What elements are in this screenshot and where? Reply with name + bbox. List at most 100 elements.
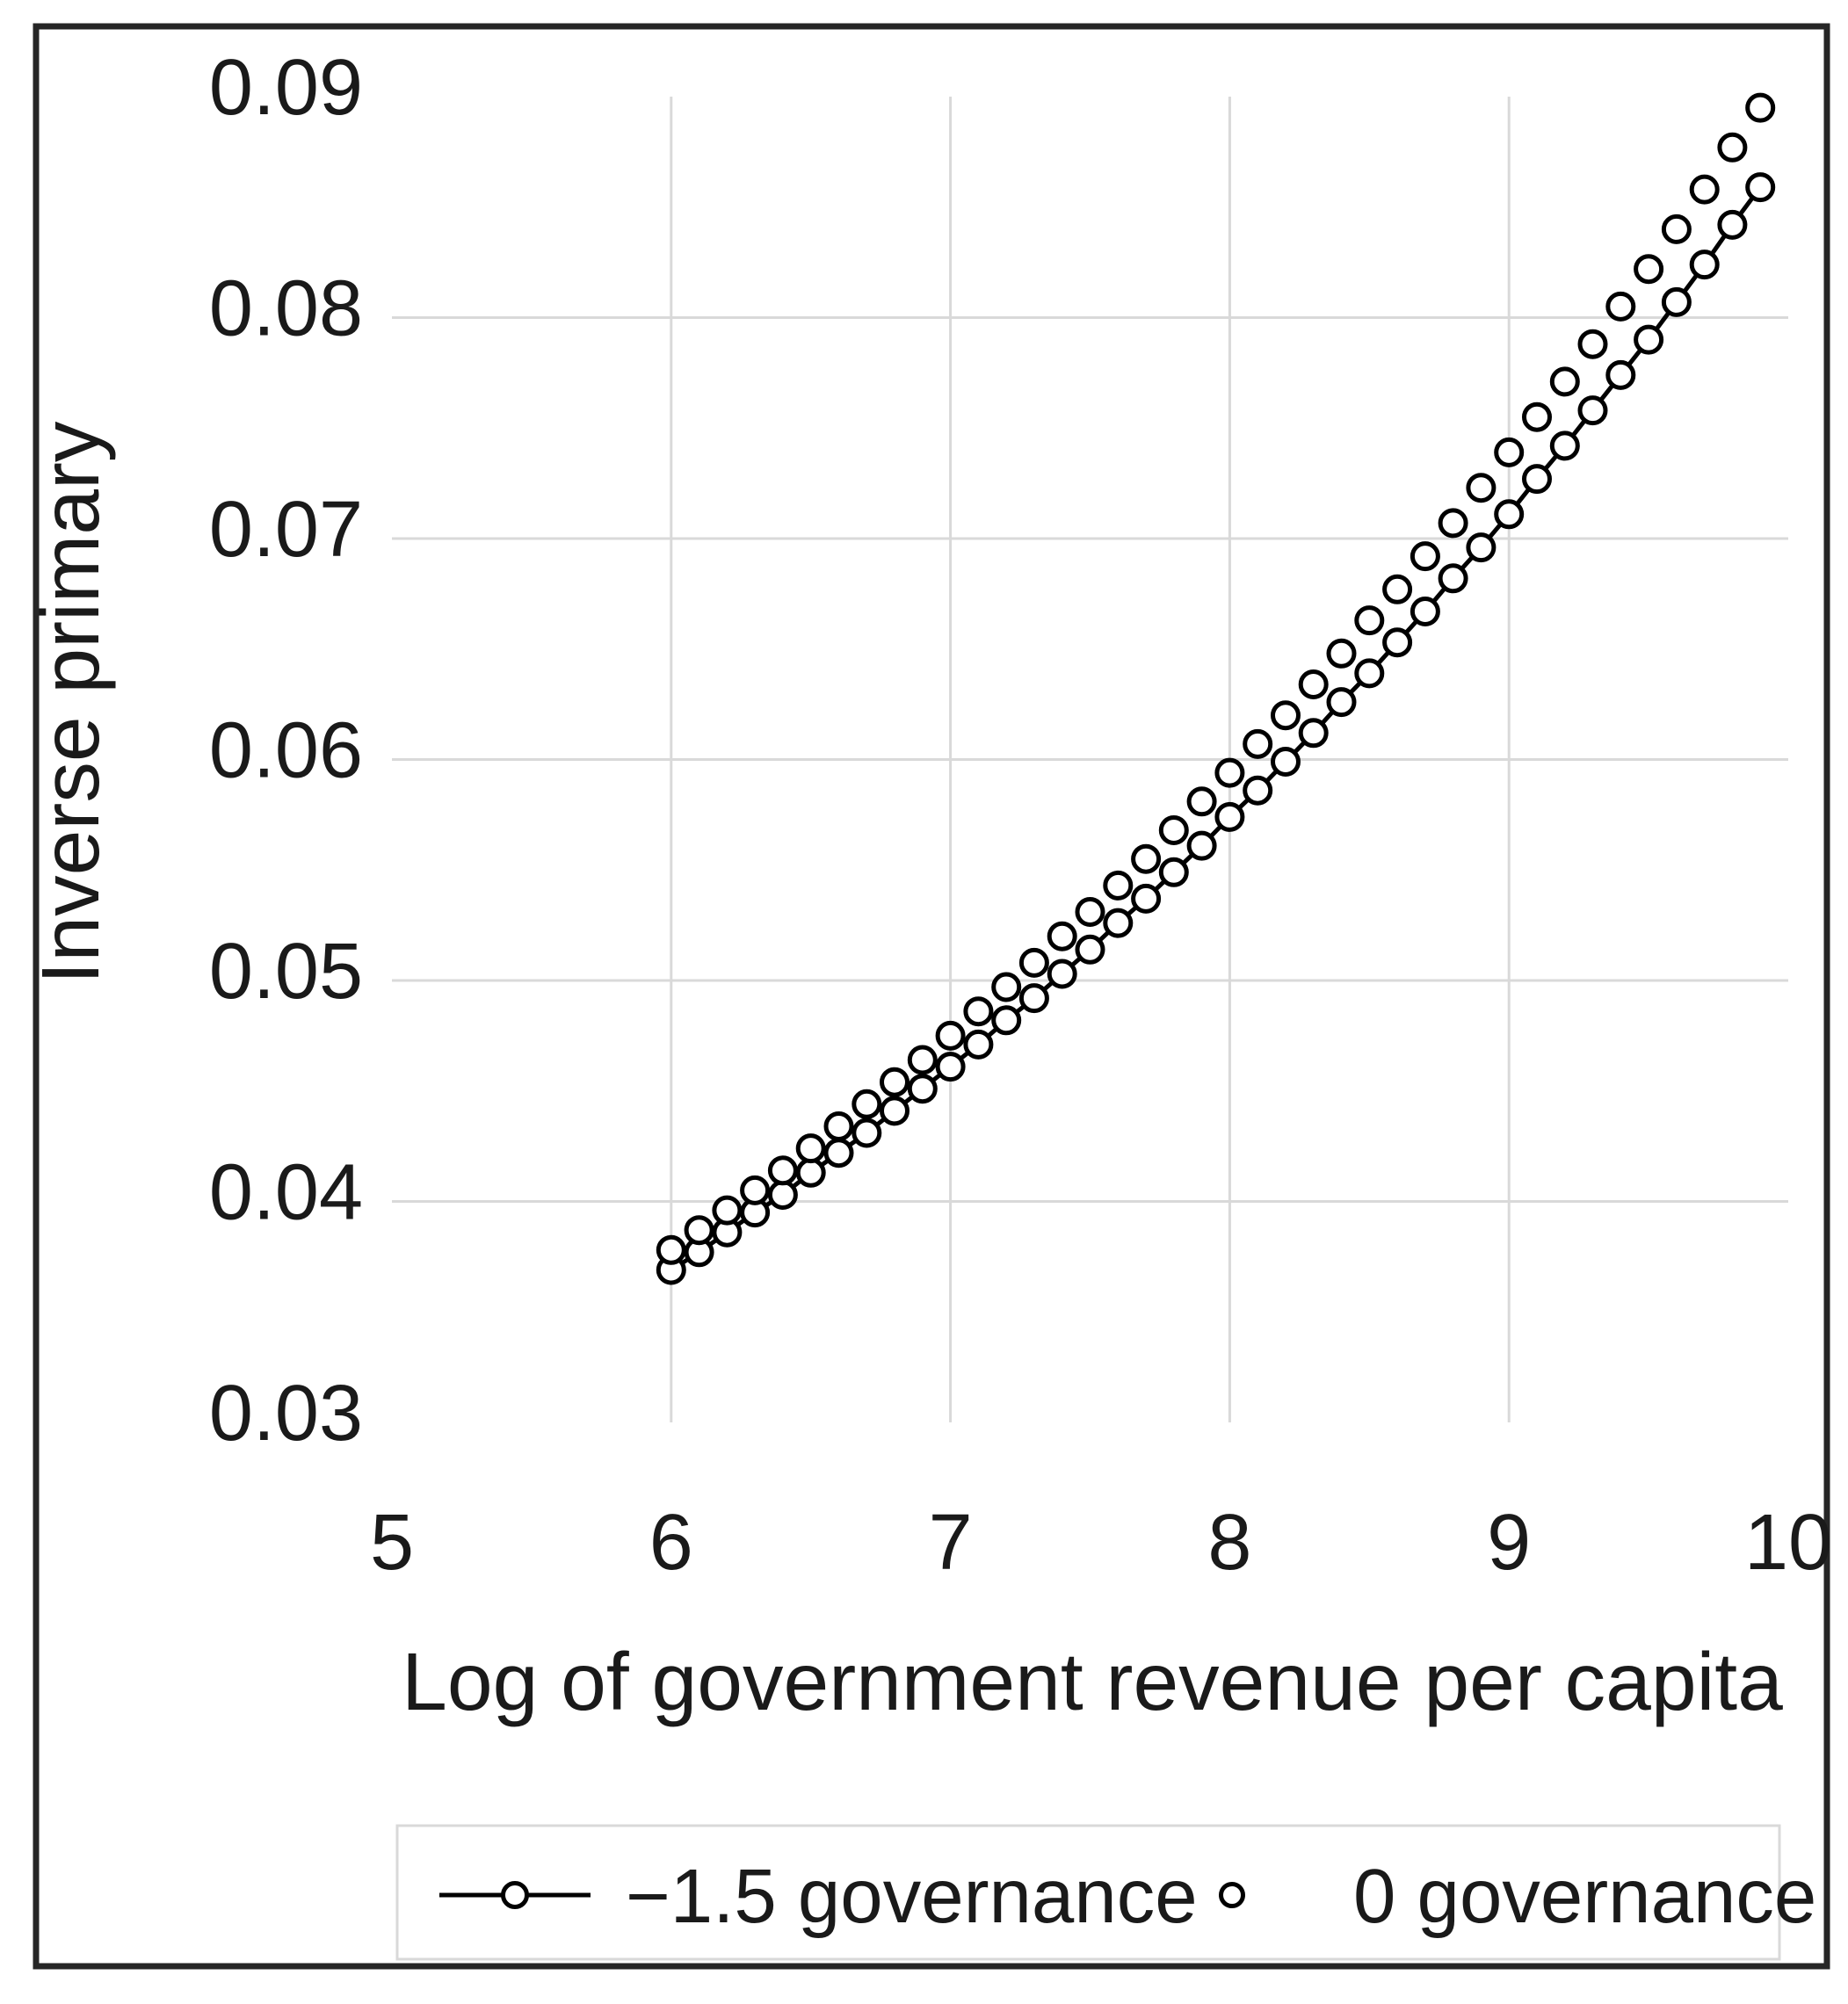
data-point-marker-0-governance [1661,213,1692,244]
data-point-marker-0-governance [880,1067,910,1097]
data-point-marker-minus15-governance [1271,747,1301,777]
data-point-marker-0-governance [1522,402,1552,432]
data-point-marker-minus15-governance [1075,934,1105,965]
y-tick-label: 0.04 [209,1149,363,1237]
data-point-marker-minus15-governance [823,1138,854,1168]
data-point-marker-0-governance [1018,947,1049,978]
data-point-marker-0-governance [656,1234,686,1265]
y-tick-label: 0.07 [209,486,363,574]
legend-box [395,1824,1781,1961]
data-point-marker-minus15-governance [1382,627,1413,658]
data-point-marker-0-governance [767,1155,798,1186]
data-point-marker-minus15-governance [963,1029,994,1060]
data-point-marker-minus15-governance [1214,801,1245,832]
legend: −1.5 governance 0 governance [395,1824,1816,1961]
data-point-marker-minus15-governance [991,1005,1022,1036]
data-point-marker-0-governance [852,1089,882,1119]
data-series [656,92,1776,1285]
y-tick-label: 0.06 [209,707,363,795]
data-point-marker-minus15-governance [1243,775,1273,806]
data-point-marker-minus15-governance [935,1052,966,1082]
data-point-marker-0-governance [1577,329,1608,359]
data-point-marker-0-governance [1354,605,1385,636]
data-point-marker-0-governance [1382,574,1413,604]
data-point-marker-0-governance [795,1133,826,1164]
x-tick-label: 8 [1207,1499,1251,1587]
series-line-minus15-governance [670,185,1763,1272]
data-point-marker-minus15-governance [1549,430,1580,461]
data-point-marker-0-governance [1075,897,1105,927]
data-point-marker-minus15-governance [907,1074,938,1104]
data-point-marker-minus15-governance [1047,959,1077,989]
data-point-marker-minus15-governance [1298,718,1329,749]
data-point-marker-0-governance [1243,728,1273,759]
data-point-marker-minus15-governance [1661,286,1692,317]
data-point-marker-minus15-governance [767,1180,798,1210]
chart-border [33,23,1830,1970]
data-point-marker-0-governance [1494,437,1525,467]
data-point-marker-minus15-governance [1689,250,1720,280]
data-point-marker-0-governance [712,1195,743,1226]
data-point-marker-0-governance [1689,174,1720,205]
legend-circle-marker-icon [1219,1882,1245,1908]
y-axis-tick-labels: 0.03 0.04 0.05 0.06 0.07 0.08 0.09 [209,44,363,1458]
data-point-marker-0-governance [684,1215,714,1246]
x-tick-label: 7 [929,1499,973,1587]
data-point-marker-0-governance [740,1175,771,1205]
data-point-marker-0-governance [1271,700,1301,731]
x-axis-title: Log of government revenue per capita [402,1636,1783,1727]
data-point-marker-minus15-governance [1158,857,1189,887]
x-tick-label: 6 [649,1499,693,1587]
data-point-marker-0-governance [1186,786,1217,817]
data-point-marker-minus15-governance [1354,658,1385,689]
data-point-marker-minus15-governance [1634,324,1664,355]
data-point-marker-minus15-governance [1103,908,1134,938]
data-point-marker-0-governance [1605,291,1636,322]
data-point-marker-0-governance [1326,638,1357,669]
x-axis-tick-labels: 5 6 7 8 9 10 [370,1499,1832,1587]
data-point-marker-0-governance [935,1020,966,1051]
data-point-marker-minus15-governance [1605,359,1636,390]
data-point-marker-0-governance [1745,92,1776,123]
x-tick-label: 10 [1744,1499,1832,1587]
data-point-marker-0-governance [991,972,1022,1002]
data-point-marker-minus15-governance [1410,597,1440,626]
y-tick-label: 0.08 [209,265,363,353]
data-point-marker-minus15-governance [1745,172,1776,203]
data-point-marker-minus15-governance [1186,830,1217,861]
y-axis-title: Inverse primary [25,421,116,984]
data-point-marker-minus15-governance [1438,563,1468,594]
data-point-marker-0-governance [907,1045,938,1075]
y-tick-label: 0.09 [209,44,363,132]
x-tick-label: 9 [1487,1499,1531,1587]
y-tick-label: 0.05 [209,928,363,1016]
data-point-marker-0-governance [1438,508,1468,539]
data-point-marker-minus15-governance [795,1157,826,1188]
data-point-marker-0-governance [1634,254,1664,285]
data-point-marker-minus15-governance [880,1096,910,1126]
data-point-marker-minus15-governance [1717,209,1748,240]
data-point-marker-0-governance [1047,921,1077,951]
data-point-marker-minus15-governance [1326,687,1357,718]
data-point-marker-minus15-governance [1018,983,1049,1014]
data-point-marker-0-governance [1131,843,1162,874]
data-point-marker-minus15-governance [1577,395,1608,426]
data-point-marker-0-governance [1549,366,1580,397]
data-point-marker-minus15-governance [1466,532,1497,563]
data-point-marker-0-governance [1158,815,1189,845]
gridlines [392,97,1788,1422]
data-point-marker-minus15-governance [1131,883,1162,914]
data-point-marker-0-governance [1466,473,1497,503]
data-point-marker-0-governance [1103,870,1134,901]
data-point-marker-0-governance [823,1111,854,1141]
data-point-marker-0-governance [1717,132,1748,163]
data-point-marker-minus15-governance [1522,464,1552,495]
data-point-marker-0-governance [1298,669,1329,699]
data-point-marker-0-governance [1410,541,1440,572]
data-point-marker-0-governance [963,996,994,1027]
data-point-marker-minus15-governance [852,1118,882,1148]
data-point-marker-minus15-governance [1494,499,1525,530]
y-tick-label: 0.03 [209,1370,363,1458]
